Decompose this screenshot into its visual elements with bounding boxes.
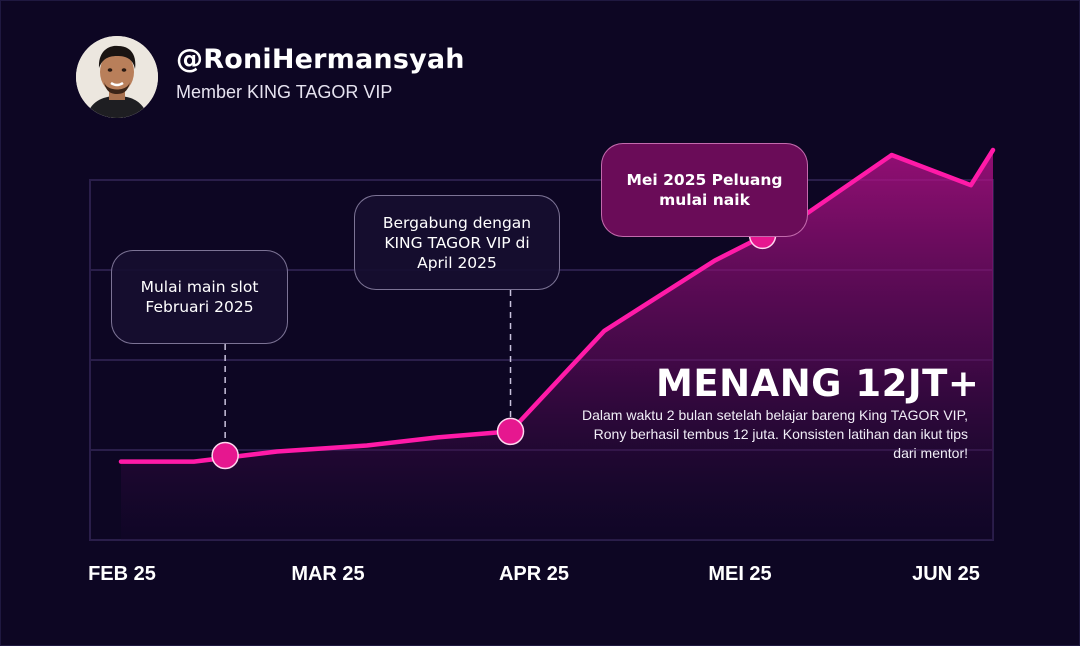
milestone-marker bbox=[496, 417, 525, 446]
x-tick-label: APR 25 bbox=[498, 563, 570, 585]
callout-rise: Mei 2025 Peluang mulai naik bbox=[601, 143, 808, 237]
headline: MENANG 12JT+ bbox=[656, 362, 980, 405]
profile-handle: @RoniHermansyah bbox=[176, 44, 465, 75]
x-tick-label: JUN 25 bbox=[912, 563, 980, 585]
chart-line bbox=[118, 147, 996, 464]
callout-start: Mulai main slot Februari 2025 bbox=[111, 250, 288, 344]
x-tick-label: FEB 25 bbox=[88, 563, 156, 585]
highlight-body: Dalam waktu 2 bulan setelah belajar bare… bbox=[582, 407, 968, 461]
x-tick-label: MAR 25 bbox=[291, 563, 365, 585]
x-tick-label: MEI 25 bbox=[708, 563, 772, 585]
profile-subtitle: Member KING TAGOR VIP bbox=[176, 82, 393, 102]
chart-area bbox=[121, 150, 993, 540]
milestone-marker bbox=[211, 441, 239, 470]
avatar bbox=[76, 36, 158, 118]
callout-join: Bergabung dengan KING TAGOR VIP di April… bbox=[354, 195, 560, 290]
